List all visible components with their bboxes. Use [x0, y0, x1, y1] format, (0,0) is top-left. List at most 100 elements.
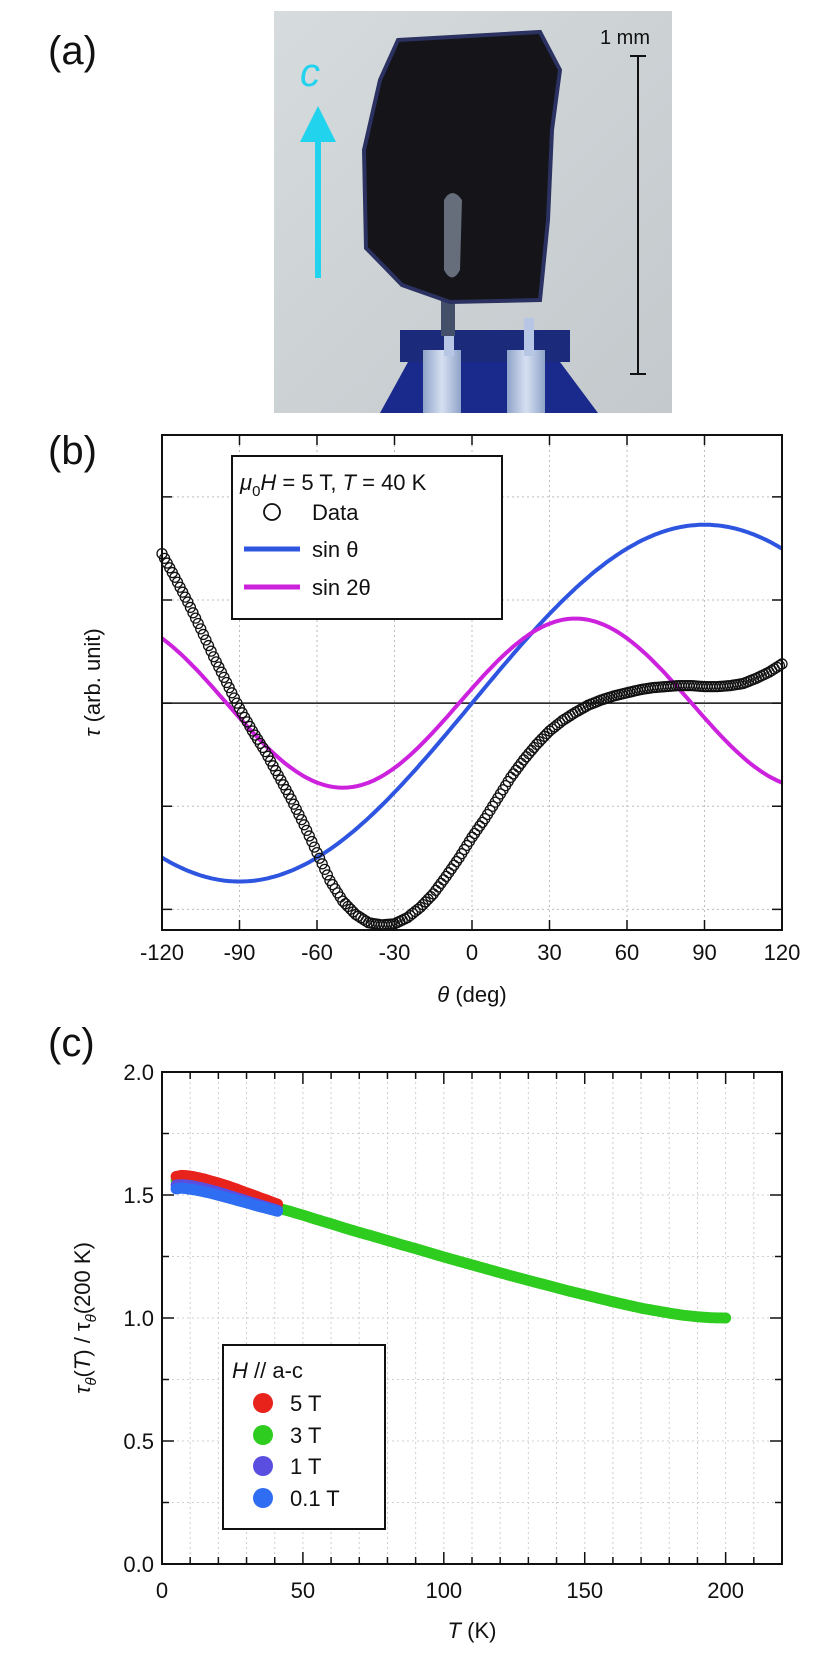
sample-photo: c 1 mm — [274, 11, 672, 413]
data-point-0-22 — [213, 661, 225, 673]
data-point-0-20 — [208, 651, 220, 663]
chart-b: -120 -90 -60 -30 0 30 60 90 120 θ (deg) τ (arb. un… — [80, 434, 801, 1007]
data-point-0-17 — [200, 634, 212, 646]
legend-label-3: 0.1 T — [290, 1486, 340, 1511]
legend-label-2: 1 T — [290, 1454, 321, 1479]
y-tick-label-2: 1.0 — [123, 1306, 154, 1331]
x-tick-label-0: -120 — [140, 940, 184, 965]
data-point-0-58 — [306, 835, 318, 848]
y-tick-label-4: 2.0 — [123, 1060, 154, 1085]
x-tick-label-7: 90 — [692, 940, 716, 965]
panel-label-b: (b) — [48, 429, 97, 473]
legend-c: H // a-c 5 T 3 T 1 T 0.1 T — [222, 1344, 386, 1530]
legend-marker-3 — [253, 1488, 273, 1508]
data-point-0-59 — [308, 841, 321, 853]
data-point-0-19 — [205, 645, 217, 657]
contact-pad-left — [423, 350, 461, 413]
x-tick-label-8: 120 — [764, 940, 801, 965]
x-axis-label-c: T (K) — [448, 1618, 497, 1643]
data-point-0-15 — [195, 623, 207, 635]
c-axis-label: c — [300, 51, 320, 95]
data-point-1-50 — [720, 1312, 732, 1324]
data-point-0-53 — [293, 808, 305, 821]
legend-label-1: 3 T — [290, 1423, 321, 1448]
data-point-0-79 — [360, 915, 372, 927]
data-point-0-64 — [321, 869, 333, 881]
data-point-0-54 — [295, 814, 308, 826]
data-point-0-21 — [210, 656, 222, 668]
x-tick-label-2: 100 — [425, 1578, 462, 1603]
legend-box-b — [231, 455, 503, 620]
cantilever-base — [380, 362, 598, 413]
lever-stub-right — [524, 318, 534, 356]
x-tick-label-1: -90 — [224, 940, 256, 965]
data-point-0-55 — [298, 819, 310, 831]
data-point-0-26 — [223, 682, 235, 694]
data-point-0-141 — [520, 751, 532, 763]
crystal-reflection — [444, 193, 462, 278]
data-point-0-239 — [773, 659, 786, 672]
legend-marker-0 — [263, 503, 281, 521]
x-tick-label-4: 0 — [466, 940, 478, 965]
data-point-0-10 — [182, 596, 194, 608]
x-tick-label-1: 50 — [291, 1578, 315, 1603]
data-point-0-14 — [192, 617, 204, 630]
data-point-0-142 — [523, 748, 535, 760]
data-point-0-61 — [313, 852, 326, 864]
legend-label-2: sin 2θ — [312, 575, 371, 600]
x-tick-label-4: 200 — [707, 1578, 744, 1603]
data-point-0-27 — [226, 687, 238, 699]
data-point-0-60 — [311, 847, 323, 859]
legend-label-0: Data — [312, 500, 359, 525]
data-point-0-29 — [231, 697, 243, 709]
data-point-0-62 — [316, 858, 328, 870]
data-point-0-50 — [285, 793, 297, 805]
y-tick-label-3: 1.5 — [123, 1183, 154, 1208]
y-axis-label-c: τθ(T) / τθ(200 K) — [70, 1242, 100, 1394]
x-tick-label-3: -30 — [379, 940, 411, 965]
c-axis-arrow-head — [300, 106, 336, 142]
x-tick-label-2: -60 — [301, 940, 333, 965]
data-point-0-52 — [290, 803, 302, 815]
data-point-0-63 — [319, 863, 331, 876]
data-point-3-18 — [272, 1205, 284, 1217]
x-tick-label-6: 60 — [615, 940, 639, 965]
chart-c: 0 50 100 150 200 0.0 0.5 1.0 1.5 2.0 T (K) τθ(T) / … — [70, 1060, 783, 1643]
legend-title-c: H // a-c — [232, 1358, 303, 1383]
legend-marker-2 — [253, 1456, 273, 1476]
data-point-0-57 — [303, 830, 315, 842]
legend-label-0: 5 T — [290, 1391, 321, 1416]
lever-neck — [441, 296, 455, 336]
y-tick-label-1: 0.5 — [123, 1429, 154, 1454]
data-point-0-18 — [202, 639, 215, 652]
data-point-0-11 — [184, 601, 197, 614]
data-point-0-24 — [218, 671, 230, 683]
legend-marker-0 — [253, 1393, 273, 1413]
data-point-0-28 — [228, 692, 240, 704]
x-tick-label-5: 30 — [537, 940, 561, 965]
panel-label-a: (a) — [48, 29, 97, 73]
data-point-0-12 — [187, 607, 199, 619]
scale-bar-label: 1 mm — [600, 27, 650, 49]
legend-marker-1 — [253, 1425, 273, 1445]
data-point-0-143 — [525, 744, 538, 757]
data-point-0-56 — [301, 824, 313, 837]
data-point-0-23 — [215, 666, 228, 678]
data-point-0-13 — [189, 612, 202, 624]
x-tick-label-3: 150 — [566, 1578, 603, 1603]
data-point-0-51 — [288, 798, 300, 810]
data-point-0-16 — [197, 628, 209, 641]
legend-label-1: sin θ — [312, 537, 358, 562]
x-tick-label-0: 0 — [156, 1578, 168, 1603]
lever-stub-left — [444, 332, 454, 356]
y-axis-label-b: τ (arb. unit) — [80, 628, 105, 737]
x-axis-label-b: θ (deg) — [437, 982, 506, 1007]
legend-box-c — [222, 1344, 386, 1530]
contact-pad-right — [507, 350, 545, 413]
data-point-0-25 — [220, 676, 233, 689]
legend-title-b: μ0H = 5 T, T = 40 K — [239, 470, 427, 500]
y-tick-label-0: 0.0 — [123, 1552, 154, 1577]
series-line-1 — [162, 522, 782, 884]
